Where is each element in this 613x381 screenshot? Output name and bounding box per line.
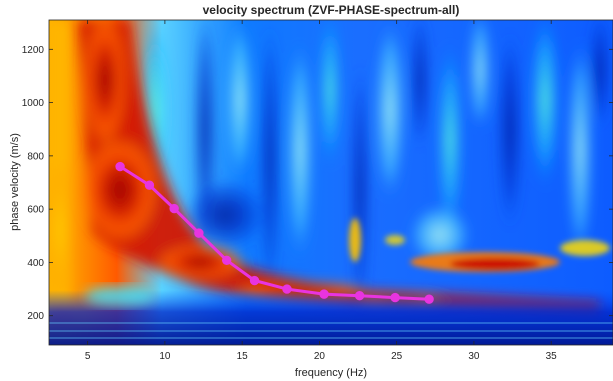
y-tick-label: 1000	[22, 98, 45, 109]
dispersion-point	[282, 284, 292, 294]
dispersion-point	[424, 294, 434, 304]
spectrum-heatmap	[49, 20, 613, 345]
dispersion-point	[144, 180, 155, 190]
dispersion-point	[319, 289, 329, 299]
x-axis-label: frequency (Hz)	[295, 367, 367, 379]
plot-area-frame	[48, 19, 613, 346]
dispersion-point	[249, 275, 260, 286]
dispersion-point	[169, 203, 179, 214]
x-axis: 5 10 15 20 25 30 35	[85, 20, 557, 362]
dispersion-point	[115, 161, 125, 172]
y-axis-label: phase velocity (m/s)	[9, 133, 21, 231]
dispersion-point	[354, 291, 365, 301]
dispersion-point	[194, 228, 204, 238]
x-tick-label: 35	[546, 351, 558, 362]
y-tick-label: 1200	[22, 45, 45, 56]
x-tick-label: 20	[314, 351, 326, 362]
x-tick-label: 10	[159, 351, 171, 362]
x-tick-label: 5	[85, 351, 91, 362]
dispersion-point	[221, 255, 232, 265]
y-tick-label: 200	[27, 311, 44, 322]
dispersion-curve	[115, 161, 434, 304]
x-tick-label: 25	[391, 351, 403, 362]
y-tick-label: 800	[27, 151, 44, 162]
y-tick-label: 400	[27, 258, 44, 269]
x-tick-label: 15	[237, 351, 249, 362]
y-axis: 200 400 600 800 1000 1200	[22, 45, 613, 322]
x-tick-label: 30	[468, 351, 480, 362]
y-tick-label: 600	[27, 205, 44, 216]
chart-title: velocity spectrum (ZVF-PHASE-spectrum-al…	[203, 3, 460, 17]
dispersion-point	[390, 292, 400, 303]
